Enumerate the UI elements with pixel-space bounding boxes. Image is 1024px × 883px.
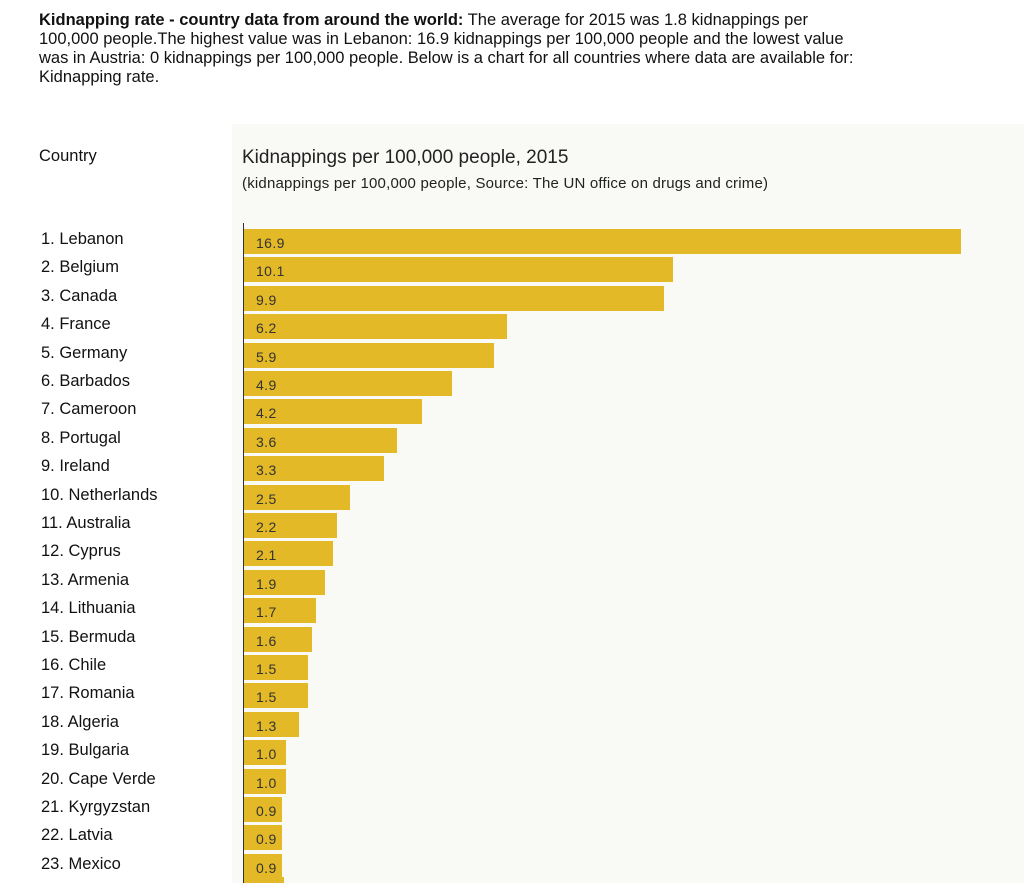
bar-value-label: 16.9 bbox=[256, 235, 285, 251]
bar-value-label: 0.9 bbox=[256, 860, 277, 876]
intro-text: The average for 2015 was 1.8 kidnappings… bbox=[39, 11, 854, 86]
bar bbox=[244, 740, 286, 765]
bar-value-label: 1.6 bbox=[256, 633, 277, 649]
country-label: 22. Latvia bbox=[41, 826, 113, 844]
bar bbox=[244, 683, 308, 708]
bar-value-label: 1.5 bbox=[256, 689, 277, 705]
country-label: 21. Kyrgyzstan bbox=[41, 798, 151, 816]
country-label: 11. Australia bbox=[41, 514, 131, 532]
bar-value-label: 2.5 bbox=[256, 491, 277, 507]
country-label: 23. Mexico bbox=[41, 855, 121, 873]
bar-value-label: 3.6 bbox=[256, 434, 277, 450]
country-label: 17. Romania bbox=[41, 684, 135, 702]
intro-paragraph: Kidnapping rate - country data from arou… bbox=[39, 11, 859, 87]
bar-value-label: 3.3 bbox=[256, 462, 277, 478]
country-label: 13. Armenia bbox=[41, 571, 130, 589]
bar bbox=[244, 428, 397, 453]
bar bbox=[244, 570, 325, 595]
bar bbox=[244, 286, 664, 311]
bar bbox=[244, 229, 961, 254]
bar bbox=[244, 257, 673, 282]
bar-value-label: 5.9 bbox=[256, 349, 277, 365]
intro-heading: Kidnapping rate - country data from arou… bbox=[39, 11, 464, 29]
bar-value-label: 4.9 bbox=[256, 377, 277, 393]
bar bbox=[244, 825, 282, 850]
bar bbox=[244, 627, 312, 652]
bar bbox=[244, 655, 308, 680]
bar-value-label: 4.2 bbox=[256, 405, 277, 421]
bar-value-label: 1.9 bbox=[256, 576, 277, 592]
country-label: 7. Cameroon bbox=[41, 400, 137, 418]
chart-axis-line bbox=[243, 223, 244, 883]
bar-partial-next-row bbox=[244, 877, 284, 883]
bar-value-label: 0.9 bbox=[256, 831, 277, 847]
country-label: 16. Chile bbox=[41, 656, 107, 674]
bar-value-label: 1.0 bbox=[256, 746, 277, 762]
bar bbox=[244, 769, 286, 794]
bar-value-label: 1.7 bbox=[256, 604, 277, 620]
country-label: 4. France bbox=[41, 315, 111, 333]
bar-value-label: 1.5 bbox=[256, 661, 277, 677]
bar bbox=[244, 314, 507, 339]
bar bbox=[244, 513, 337, 538]
bar-value-label: 6.2 bbox=[256, 320, 277, 336]
country-label: 14. Lithuania bbox=[41, 599, 136, 617]
bar bbox=[244, 712, 299, 737]
bar bbox=[244, 399, 422, 424]
bar bbox=[244, 485, 350, 510]
bar-value-label: 2.2 bbox=[256, 519, 277, 535]
country-label: 2. Belgium bbox=[41, 258, 119, 276]
country-label: 1. Lebanon bbox=[41, 230, 124, 248]
country-label: 20. Cape Verde bbox=[41, 770, 156, 788]
country-label: 9. Ireland bbox=[41, 457, 110, 475]
country-label: 3. Canada bbox=[41, 287, 118, 305]
country-label: 10. Netherlands bbox=[41, 486, 158, 504]
country-label: 12. Cyprus bbox=[41, 542, 121, 560]
country-label: 5. Germany bbox=[41, 344, 128, 362]
bar bbox=[244, 371, 452, 396]
bar-value-label: 9.9 bbox=[256, 292, 277, 308]
bar bbox=[244, 598, 316, 623]
bar bbox=[244, 343, 494, 368]
bar bbox=[244, 854, 282, 879]
bar-value-label: 1.3 bbox=[256, 718, 277, 734]
bar-value-label: 10.1 bbox=[256, 263, 285, 279]
chart-subtitle: (kidnappings per 100,000 people, Source:… bbox=[242, 175, 769, 192]
bar-value-label: 1.0 bbox=[256, 775, 277, 791]
bar bbox=[244, 541, 333, 566]
country-label: 18. Algeria bbox=[41, 713, 119, 731]
country-column-header: Country bbox=[39, 147, 97, 165]
bar bbox=[244, 797, 282, 822]
country-label: 8. Portugal bbox=[41, 429, 121, 447]
country-label: 6. Barbados bbox=[41, 372, 130, 390]
chart-title: Kidnappings per 100,000 people, 2015 bbox=[242, 147, 569, 168]
bar bbox=[244, 456, 384, 481]
country-label: 15. Bermuda bbox=[41, 628, 136, 646]
country-label: 19. Bulgaria bbox=[41, 741, 130, 759]
bar-value-label: 0.9 bbox=[256, 803, 277, 819]
bar-value-label: 2.1 bbox=[256, 547, 277, 563]
